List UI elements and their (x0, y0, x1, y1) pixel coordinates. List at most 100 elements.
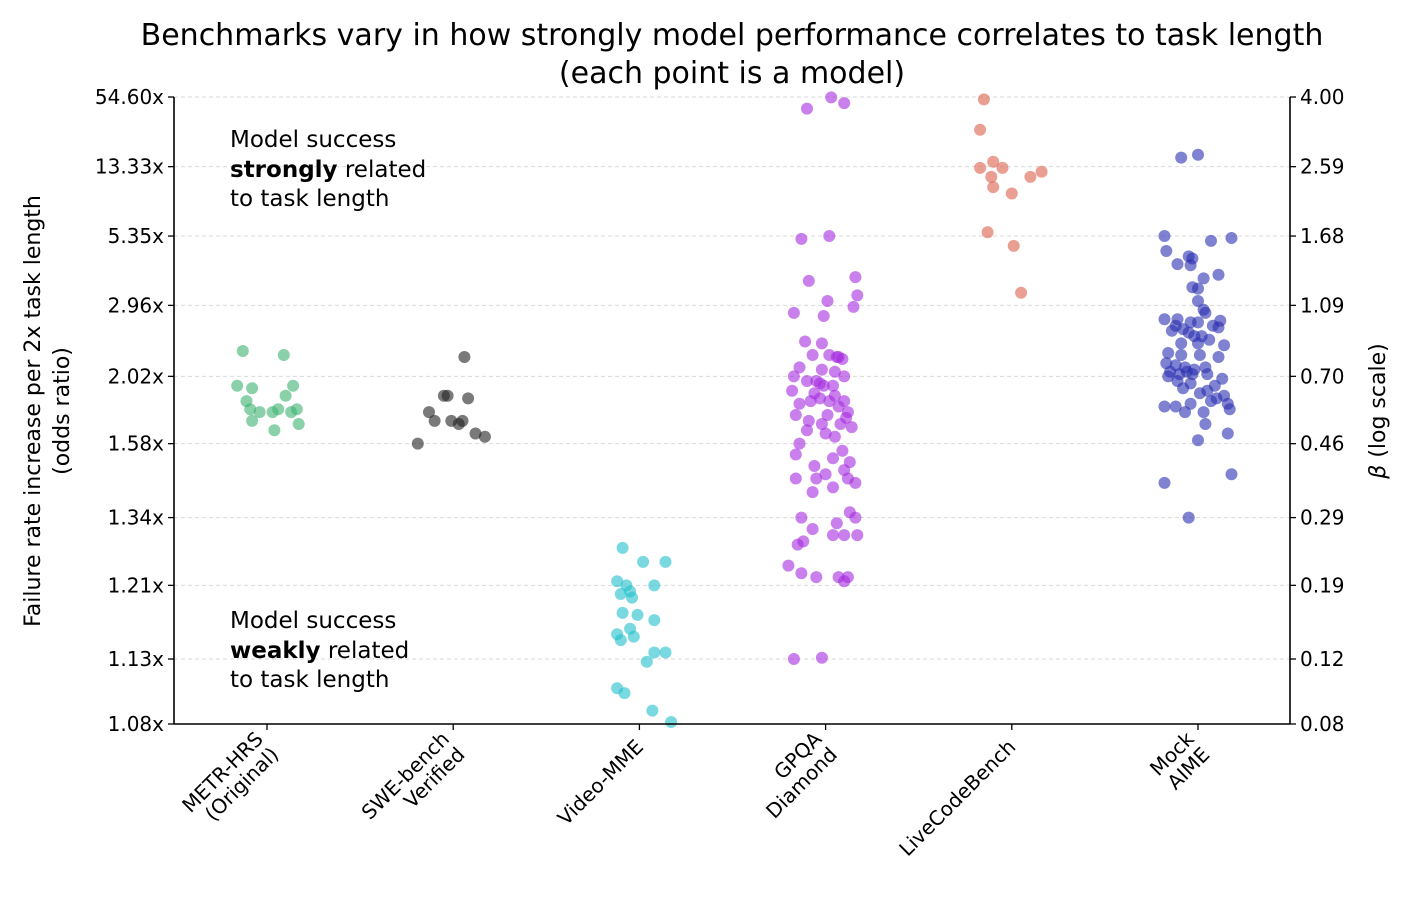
data-point (838, 575, 851, 588)
annotation-weak-line-3: to task length (230, 667, 389, 693)
left-axis-label: Failure rate increase per 2x task length… (21, 195, 75, 627)
data-point (815, 363, 828, 376)
data-point (1218, 339, 1231, 352)
left-tick-label: 1.21x (108, 573, 165, 597)
data-point (847, 300, 860, 313)
data-point (1192, 148, 1204, 161)
data-point (834, 418, 847, 430)
data-point (787, 306, 800, 319)
data-point (1193, 349, 1206, 361)
right-tick-label: 0.19 (1300, 573, 1345, 597)
right-axis-label: β (log scale) (1366, 343, 1391, 479)
data-point (1192, 337, 1204, 350)
data-point (996, 161, 1009, 174)
data-point (793, 437, 806, 450)
data-point (827, 379, 839, 392)
annotation-strong-line-3: to task length (230, 186, 389, 212)
data-point (1192, 282, 1204, 295)
data-point (787, 653, 800, 665)
data-point (1216, 372, 1229, 385)
data-point (1160, 245, 1173, 257)
right-tick-label: 1.68 (1300, 224, 1345, 248)
data-point (1162, 370, 1175, 383)
left-axis-label-line-2: (odds ratio) (50, 347, 75, 475)
data-point (981, 226, 994, 239)
data-point (1179, 406, 1191, 419)
data-point (786, 384, 799, 397)
data-point (1035, 165, 1048, 178)
data-point (795, 232, 808, 245)
data-point (659, 646, 672, 659)
data-point (810, 472, 823, 485)
data-point (1158, 313, 1171, 326)
data-point (827, 529, 839, 542)
data-point (1171, 258, 1184, 271)
data-point (782, 559, 795, 572)
data-point (614, 588, 627, 600)
data-point (1203, 333, 1216, 346)
data-point (648, 614, 661, 627)
data-point (246, 382, 259, 395)
data-point (806, 486, 819, 499)
data-point (648, 579, 661, 592)
data-point (1169, 400, 1182, 413)
data-point (1182, 511, 1195, 524)
data-point (799, 335, 812, 348)
right-tick-label: 0.08 (1300, 712, 1345, 736)
data-point (801, 102, 813, 115)
data-point (1158, 476, 1171, 489)
data-point (827, 452, 839, 465)
data-point (285, 406, 298, 419)
data-point (1193, 387, 1206, 400)
chart-title-line-2: (each point is a model) (559, 56, 905, 91)
left-axis-ticks: 54.60x 13.33x 5.35x 2.96x 2.02x 1.58x 1.34x 1.2… (95, 85, 174, 736)
data-point (849, 476, 862, 489)
data-points (231, 91, 1238, 728)
data-point (1225, 468, 1238, 481)
data-point (821, 295, 834, 307)
left-tick-label: 54.60x (95, 85, 164, 109)
left-tick-label: 2.02x (108, 364, 165, 388)
left-tick-label: 2.96x (108, 293, 165, 317)
x-tick-label: LiveCodeBench (894, 735, 1020, 861)
data-point (810, 571, 823, 584)
data-point (1197, 272, 1210, 285)
data-point (789, 448, 802, 461)
data-point (1005, 187, 1018, 200)
x-tick-label-line: Video-MME (553, 735, 648, 830)
annotation-strong-rest: related (338, 157, 427, 183)
data-point (1175, 151, 1188, 164)
data-point (1007, 239, 1020, 252)
data-point (849, 511, 862, 524)
data-point (801, 375, 813, 387)
data-point (437, 389, 450, 402)
data-point (665, 716, 678, 728)
data-point (1212, 268, 1225, 281)
right-tick-label: 0.70 (1300, 364, 1345, 388)
data-point (793, 397, 806, 410)
data-point (838, 370, 851, 383)
data-point (231, 379, 244, 392)
data-point (428, 414, 441, 427)
data-point (614, 634, 627, 647)
x-tick-label-line: LiveCodeBench (894, 735, 1020, 861)
data-point (627, 630, 640, 643)
data-point (1199, 306, 1212, 319)
data-point (791, 538, 804, 551)
data-point (244, 403, 257, 416)
data-point (801, 424, 813, 437)
data-point (246, 414, 259, 427)
right-axis-label-beta: β (1366, 465, 1391, 480)
data-point (832, 351, 845, 363)
annotation-weak: Model success weakly related to task len… (230, 608, 409, 693)
x-tick-label: Video-MME (553, 735, 648, 830)
data-point (1205, 395, 1217, 408)
chart-title: Benchmarks vary in how strongly model pe… (141, 18, 1324, 91)
data-point (849, 271, 862, 284)
data-point (423, 406, 435, 419)
data-point (1024, 170, 1037, 183)
data-point (458, 351, 471, 363)
data-point (1177, 382, 1190, 395)
right-tick-label: 0.29 (1300, 506, 1345, 530)
